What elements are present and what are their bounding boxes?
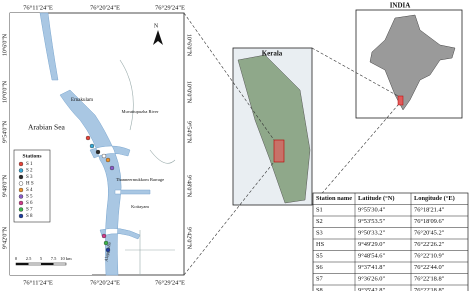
table: Station name Latitude (°N) Longitude (°E) S…	[312, 192, 469, 291]
table-cell: 76°22'18.8"	[414, 276, 445, 283]
station-marker	[103, 240, 109, 246]
india-land	[369, 14, 456, 111]
legend-label: S 2	[26, 169, 33, 174]
lon-label: 76°11'24"E	[23, 4, 53, 11]
legend-title: Stations	[23, 153, 42, 159]
lon-label: 76°29'24"E	[155, 4, 185, 11]
table-header: Latitude (°N)	[358, 195, 394, 202]
scale-bar	[16, 263, 29, 265]
table-cell: 9°35'42.8"	[358, 287, 385, 291]
table-cell: 9°37'41.8"	[358, 264, 385, 271]
scale-bar	[41, 263, 54, 265]
table-cell: HS	[316, 241, 325, 248]
lat-label: 9°54'0"N	[186, 121, 193, 144]
legend-label: S 5	[26, 195, 33, 200]
place-label: Kottayam	[131, 204, 149, 209]
legend-marker	[18, 200, 24, 206]
scale-label: 7.5	[51, 256, 57, 261]
station-marker	[105, 157, 111, 163]
table-cell: 9°49'29.0"	[358, 241, 385, 248]
station-marker	[101, 153, 107, 159]
table-frame	[312, 192, 469, 291]
lat-label: 9°54'0"N	[1, 120, 8, 143]
lat-label: 10°6'0"N	[186, 34, 193, 57]
station-marker	[95, 149, 101, 155]
table-cell: 9°50'33.2"	[358, 230, 385, 237]
place-label: Muvattupuzha River	[121, 109, 159, 114]
station-marker	[85, 135, 91, 141]
station-marker	[109, 165, 115, 171]
table-cell: 9°36'26.0"	[358, 276, 385, 283]
legend-marker	[18, 174, 24, 180]
lat-label: 9°48'0"N	[186, 175, 193, 198]
table-cell: 76°22'10.9"	[414, 253, 445, 260]
station-marker	[101, 233, 107, 239]
study-area	[273, 139, 285, 163]
legend-label: S 4	[26, 188, 33, 193]
lon-label: 76°29'24"E	[155, 279, 185, 286]
table-cell: S2	[316, 218, 323, 225]
lat-label: 9°48'0"N	[1, 174, 8, 197]
station-marker	[89, 143, 95, 149]
lat-label: 10°0'0"N	[1, 80, 8, 103]
table-cell: 76°18'21.4"	[414, 207, 445, 214]
india-title: INDIA	[390, 2, 411, 10]
table-header: Longitude (°E)	[414, 195, 455, 202]
north-label: N	[154, 23, 159, 29]
lon-label: 76°11'24"E	[23, 279, 53, 286]
lat-label: 9°42'0"N	[186, 227, 193, 250]
table-cell: 76°18'09.6"	[414, 218, 445, 225]
place-label: Arabian Sea	[28, 123, 66, 132]
legend-marker	[18, 161, 24, 167]
table-cell: 76°22'26.2"	[414, 241, 445, 248]
legend-label: S 1	[26, 162, 33, 167]
legend-marker	[18, 168, 24, 173]
lat-label: 10°0'0"N	[186, 81, 193, 104]
table-cell: S8	[316, 287, 323, 291]
legend-marker	[18, 187, 24, 193]
table-cell: 76°22'44.0"	[414, 264, 445, 271]
table-cell: S6	[316, 264, 323, 271]
legend-label: S 7	[26, 208, 33, 213]
table-cell: 76°20'45.2"	[414, 230, 445, 237]
table-header: Station name	[316, 195, 352, 202]
scale-label: 10 km	[60, 256, 72, 261]
kerala-land	[237, 54, 311, 204]
north-arrow	[153, 30, 163, 45]
place-label: Ernakulam	[71, 98, 93, 103]
kerala-highlight	[397, 95, 404, 106]
legend-label: H S	[26, 182, 34, 187]
legend-marker	[18, 213, 24, 219]
table-cell: 9°55'30.4"	[358, 207, 385, 214]
table-cell: S5	[316, 253, 323, 260]
table-cell: 76°22'18.8"	[414, 287, 445, 291]
roads	[119, 59, 176, 275]
station-marker	[105, 247, 111, 253]
scale-label: 2.5	[26, 256, 32, 261]
table-cell: S3	[316, 230, 323, 237]
table-cell: 9°53'53.5"	[358, 218, 385, 225]
table-cell: S7	[316, 276, 324, 283]
kerala-title: Kerala	[262, 50, 283, 58]
legend-marker	[18, 181, 24, 186]
backwaters	[39, 12, 151, 276]
lon-label: 76°20'24"E	[90, 4, 120, 11]
scale-label: 0	[15, 256, 18, 261]
table-cell: 9°48'54.6"	[358, 253, 385, 260]
lat-label: 9°42'0"N	[1, 226, 8, 249]
legend-marker	[18, 207, 24, 212]
table-cell: S1	[316, 207, 323, 214]
legend-label: S 8	[26, 214, 33, 219]
legend-label: S 3	[26, 175, 33, 180]
lon-label: 76°20'24"E	[90, 279, 120, 286]
lat-label: 10°6'0"N	[1, 33, 8, 56]
legend-marker	[18, 194, 24, 199]
connectors	[183, 12, 399, 276]
legend-label: S 6	[26, 201, 33, 206]
scale-label: 5	[40, 256, 43, 261]
place-label: Thanneermukkom Barrage	[116, 177, 164, 182]
